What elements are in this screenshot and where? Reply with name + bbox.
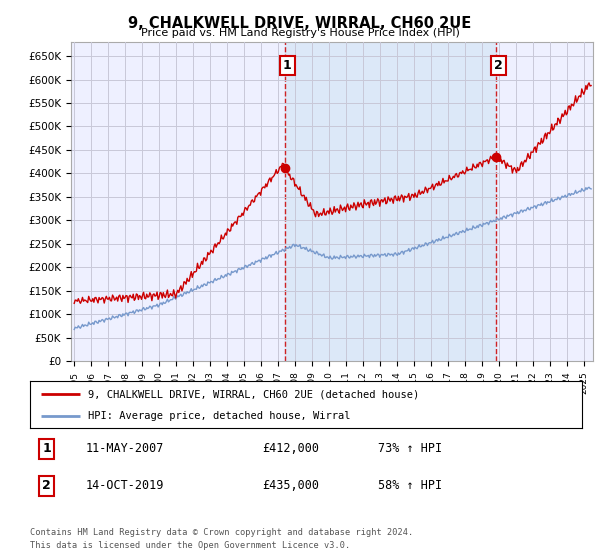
Text: Price paid vs. HM Land Registry's House Price Index (HPI): Price paid vs. HM Land Registry's House … [140, 28, 460, 38]
Text: HPI: Average price, detached house, Wirral: HPI: Average price, detached house, Wirr… [88, 410, 350, 421]
Text: 9, CHALKWELL DRIVE, WIRRAL, CH60 2UE: 9, CHALKWELL DRIVE, WIRRAL, CH60 2UE [128, 16, 472, 31]
Text: 2: 2 [42, 479, 51, 492]
Text: This data is licensed under the Open Government Licence v3.0.: This data is licensed under the Open Gov… [30, 541, 350, 550]
Text: 1: 1 [283, 59, 292, 72]
Text: 14-OCT-2019: 14-OCT-2019 [85, 479, 164, 492]
Text: 58% ↑ HPI: 58% ↑ HPI [378, 479, 442, 492]
Text: £412,000: £412,000 [262, 442, 319, 455]
Text: 9, CHALKWELL DRIVE, WIRRAL, CH60 2UE (detached house): 9, CHALKWELL DRIVE, WIRRAL, CH60 2UE (de… [88, 389, 419, 399]
Text: 73% ↑ HPI: 73% ↑ HPI [378, 442, 442, 455]
Text: 11-MAY-2007: 11-MAY-2007 [85, 442, 164, 455]
Text: 2: 2 [494, 59, 503, 72]
Text: £435,000: £435,000 [262, 479, 319, 492]
Text: Contains HM Land Registry data © Crown copyright and database right 2024.: Contains HM Land Registry data © Crown c… [30, 528, 413, 536]
Text: 1: 1 [42, 442, 51, 455]
Bar [284, 42, 496, 361]
